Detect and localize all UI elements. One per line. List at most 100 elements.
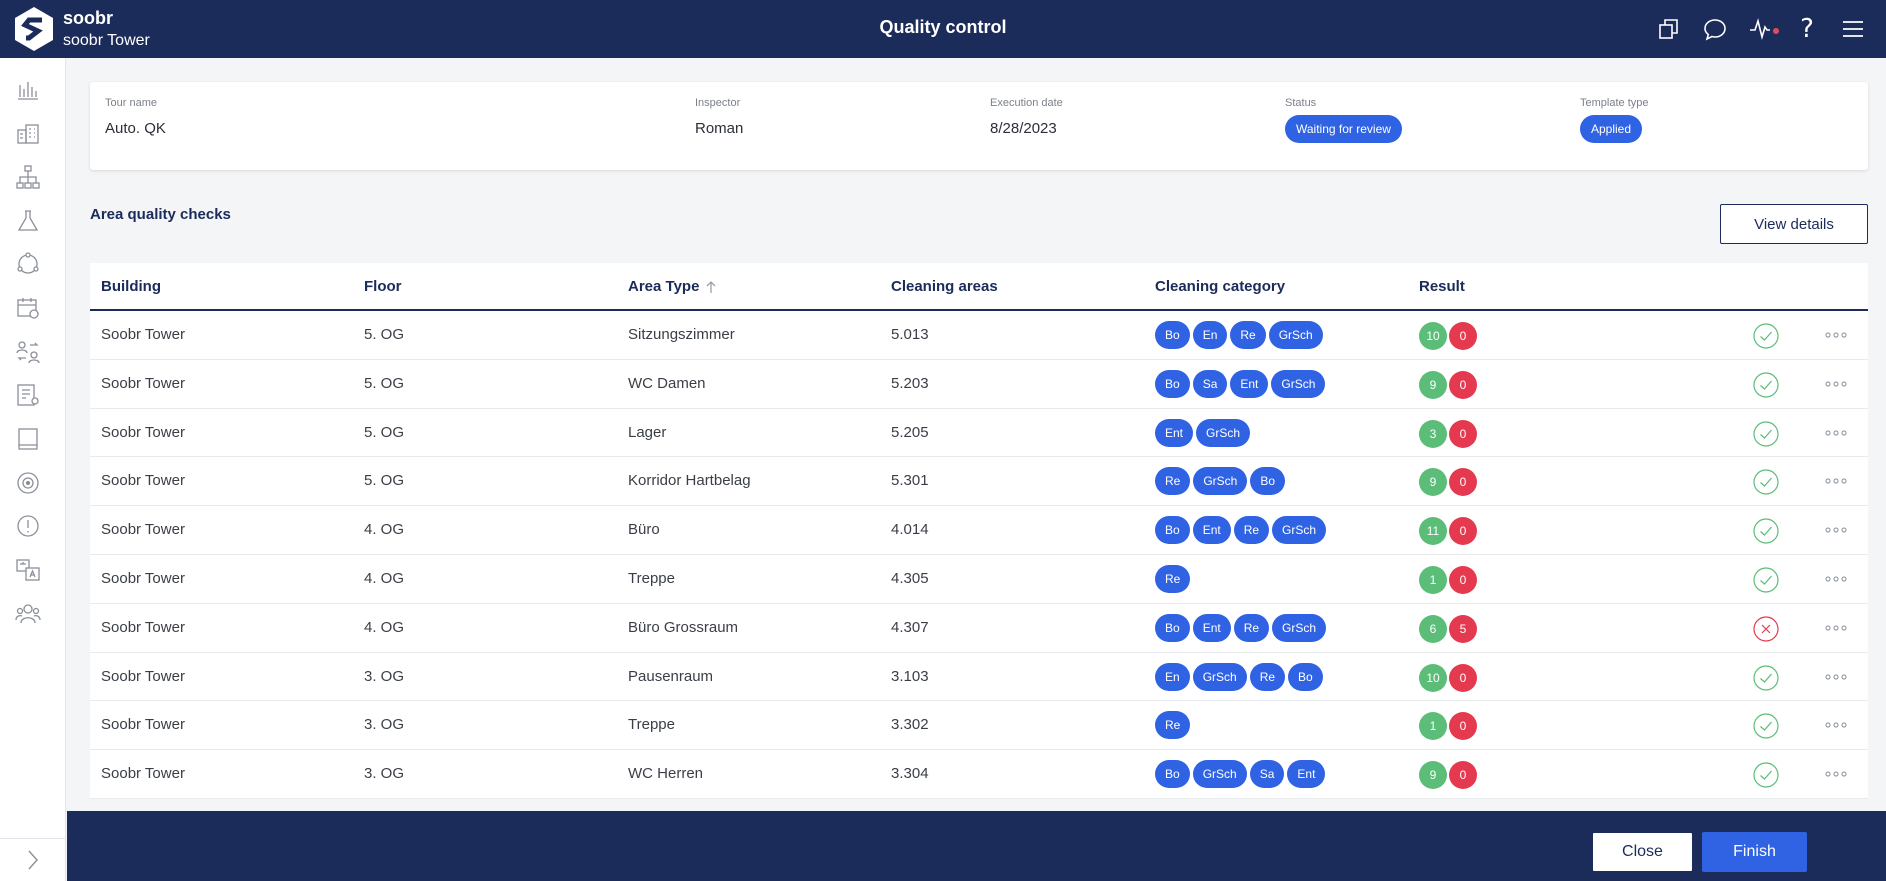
cell-floor: 5. OG: [364, 472, 405, 490]
execution-date-field: Execution date 8/28/2023: [990, 97, 1063, 137]
more-options-icon[interactable]: [1823, 522, 1849, 538]
checklist-icon[interactable]: [13, 380, 43, 410]
translate-icon[interactable]: [13, 555, 43, 585]
cell-building: Soobr Tower: [101, 667, 185, 685]
table-row[interactable]: Soobr Tower 3. OG Pausenraum 3.103 En GrSch Re…: [90, 653, 1868, 702]
chat-icon[interactable]: [1700, 14, 1730, 44]
category-badge: Re: [1155, 711, 1191, 740]
table-row[interactable]: Soobr Tower 4. OG Treppe 4.305 Re 1 0: [90, 555, 1868, 604]
category-badge: GrSch: [1272, 516, 1327, 545]
more-options-icon[interactable]: [1823, 473, 1849, 489]
cell-cleaning-area: 4.307: [891, 618, 929, 636]
cell-floor: 5. OG: [364, 423, 405, 441]
cell-cleaning-area: 4.305: [891, 569, 929, 587]
help-icon[interactable]: ?: [1792, 14, 1822, 44]
result-failed-count: 0: [1449, 712, 1477, 741]
cell-floor: 5. OG: [364, 326, 405, 343]
cycle-icon[interactable]: [13, 249, 43, 279]
category-badge: Bo: [1155, 321, 1190, 349]
cell-floor: 4. OG: [364, 521, 405, 539]
tour-name-field: Tour name Auto. QK: [105, 97, 166, 137]
more-options-icon[interactable]: [1823, 327, 1849, 343]
check-circle-icon: [1753, 469, 1779, 495]
result-passed-count: 10: [1419, 322, 1447, 350]
cell-building: Soobr Tower: [101, 326, 185, 343]
category-badge: Bo: [1155, 760, 1190, 789]
cell-cleaning-area: 5.013: [891, 326, 929, 343]
column-header-floor[interactable]: Floor: [364, 278, 402, 295]
table-row[interactable]: Soobr Tower 5. OG Korridor Hartbelag 5.301 R…: [90, 457, 1868, 507]
category-badge: Bo: [1155, 613, 1190, 642]
status-field: Status Waiting for review: [1285, 97, 1402, 143]
copy-icon[interactable]: [1654, 14, 1684, 44]
cell-area-type: Büro Grossraum: [628, 618, 739, 636]
table-row[interactable]: Soobr Tower 5. OG Lager 5.205 Ent GrSch 3 0: [90, 409, 1868, 458]
column-label: Result: [1419, 278, 1465, 295]
table-row[interactable]: Soobr Tower 4. OG Büro 4.014 Bo Ent Re GrSch 11 0: [90, 506, 1868, 555]
table-row[interactable]: Soobr Tower 5. OG WC Damen 5.203 Bo Sa Ent GrSc…: [90, 360, 1868, 409]
brand[interactable]: soobr soobr Tower: [12, 5, 150, 53]
chevron-right-icon: [28, 850, 38, 870]
result-passed-count: 1: [1419, 565, 1447, 594]
table-row[interactable]: Soobr Tower 5. OG Sitzungszimmer 5.013 Bo En R…: [90, 311, 1868, 360]
flask-icon[interactable]: [13, 206, 43, 236]
cell-floor: 3. OG: [364, 716, 405, 734]
menu-icon[interactable]: [1838, 14, 1868, 44]
cell-floor: 5. OG: [364, 374, 405, 392]
target-icon[interactable]: [13, 468, 43, 498]
buildings-icon[interactable]: [13, 119, 43, 149]
more-options-icon[interactable]: [1823, 571, 1849, 587]
table-row[interactable]: Soobr Tower 3. OG Treppe 3.302 Re 1 0: [90, 701, 1868, 751]
result-passed-count: 3: [1419, 419, 1447, 448]
sidebar-expand-button[interactable]: [0, 838, 66, 881]
category-badge: GrSch: [1268, 321, 1323, 349]
table-row[interactable]: Soobr Tower 4. OG Büro Grossraum 4.307 Bo Ent…: [90, 604, 1868, 653]
close-button[interactable]: Close: [1592, 832, 1693, 872]
people-swap-icon[interactable]: [13, 337, 43, 367]
column-header-cleaning-category[interactable]: Cleaning category: [1155, 278, 1285, 295]
table-row[interactable]: Soobr Tower 3. OG WC Herren 3.304 Bo GrSch Sa E…: [90, 750, 1868, 799]
check-circle-icon: [1753, 420, 1779, 447]
more-options-icon[interactable]: [1823, 620, 1849, 636]
more-options-icon[interactable]: [1823, 766, 1849, 782]
template-type-badge: Applied: [1580, 115, 1643, 143]
column-header-result[interactable]: Result: [1419, 278, 1465, 295]
bar-chart-icon[interactable]: [13, 75, 43, 105]
category-badge: GrSch: [1192, 760, 1247, 789]
view-details-button[interactable]: View details: [1720, 204, 1868, 244]
team-icon[interactable]: [13, 599, 43, 629]
more-options-icon[interactable]: [1823, 376, 1849, 392]
more-options-icon[interactable]: [1823, 425, 1849, 441]
result-passed-count: 6: [1419, 614, 1447, 643]
cell-building: Soobr Tower: [101, 472, 185, 490]
more-options-icon[interactable]: [1823, 717, 1849, 733]
finish-button[interactable]: Finish: [1702, 832, 1807, 872]
column-label: Area Type: [628, 278, 700, 295]
calendar-icon[interactable]: [13, 293, 43, 323]
cell-cleaning-category: Ent GrSch: [1155, 418, 1253, 447]
check-circle-icon: [1753, 567, 1779, 593]
result-failed-count: 0: [1449, 322, 1477, 350]
result-passed-count: 11: [1419, 517, 1447, 546]
cell-area-type: WC Herren: [628, 765, 704, 783]
column-header-building[interactable]: Building: [101, 278, 161, 295]
hierarchy-icon[interactable]: [13, 162, 43, 192]
activity-icon[interactable]: [1746, 14, 1779, 44]
more-options-icon[interactable]: [1823, 669, 1849, 685]
book-icon[interactable]: [13, 424, 43, 454]
cell-building: Soobr Tower: [101, 765, 185, 783]
category-badge: Sa: [1249, 760, 1285, 789]
cell-cleaning-category: Re GrSch Bo: [1155, 467, 1288, 496]
column-header-area-type[interactable]: Area Type: [628, 278, 717, 295]
sort-ascending-icon[interactable]: [705, 280, 717, 294]
alert-icon[interactable]: [13, 511, 43, 541]
column-header-cleaning-areas[interactable]: Cleaning areas: [891, 278, 998, 295]
cell-cleaning-category: Re: [1155, 711, 1193, 740]
category-badge: Sa: [1192, 369, 1228, 398]
cell-building: Soobr Tower: [101, 423, 185, 441]
result-passed-count: 9: [1419, 761, 1447, 790]
cell-area-type: Korridor Hartbelag: [628, 472, 751, 490]
